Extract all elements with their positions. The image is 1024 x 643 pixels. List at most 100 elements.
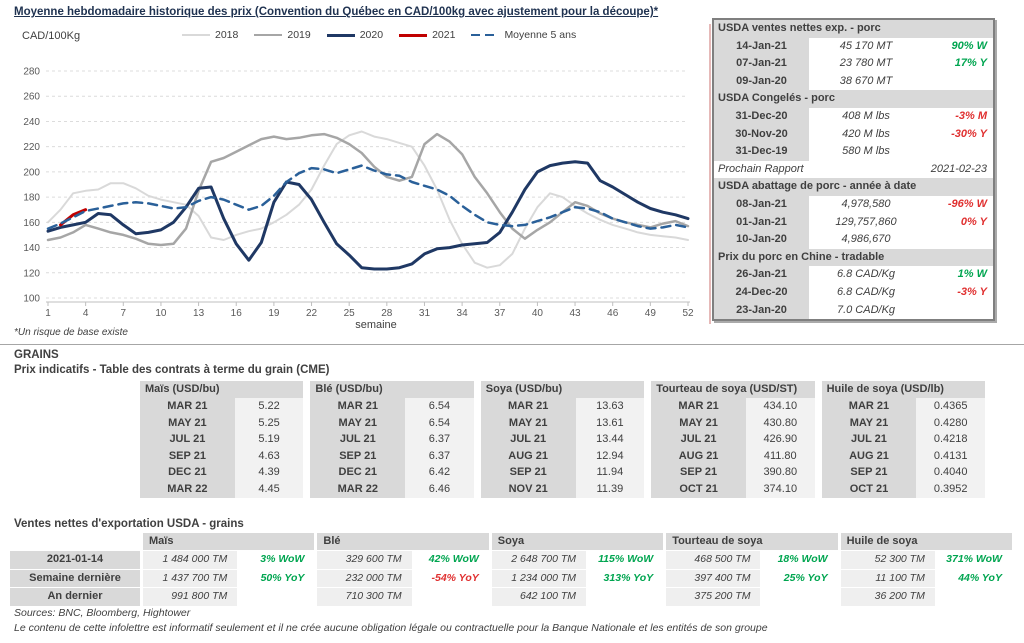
contract-month: SEP 21 <box>651 464 746 481</box>
svg-text:34: 34 <box>457 308 469 319</box>
table-row: AUG 21 12.94 <box>480 447 645 465</box>
contract-price: 5.22 <box>234 398 304 415</box>
contract-price: 13.44 <box>575 431 645 448</box>
contract-month: SEP 21 <box>821 464 917 481</box>
table-row: MAR 21 6.54 <box>310 398 474 415</box>
table-row: 397 400 TM 25% YoY <box>666 569 837 587</box>
row-value: 408 M lbs <box>842 109 890 122</box>
contract-month: DEC 21 <box>140 464 235 481</box>
contract-month: MAR 21 <box>140 398 235 415</box>
svg-text:280: 280 <box>23 67 40 78</box>
futures-group-huile: Huile de soya (USD/lb) MAR 21 0.4365 MAY 21… <box>821 381 985 498</box>
contract-month: MAY 21 <box>480 414 576 432</box>
table-row: SEP 21 6.37 <box>310 447 474 465</box>
exports-commodity-header: Tourteau de soya <box>666 533 838 550</box>
svg-text:25: 25 <box>344 308 356 319</box>
table-row: OCT 21 374.10 <box>651 480 815 498</box>
contract-price: 430.80 <box>745 414 815 432</box>
svg-text:100: 100 <box>23 294 40 305</box>
exports-group-huile: Huile de soya 52 300 TM 371% WoW 11 100 TM 4… <box>840 533 1012 606</box>
contract-price: 12.94 <box>575 447 645 465</box>
contract-month: JUL 21 <box>480 431 576 448</box>
svg-text:16: 16 <box>231 308 243 319</box>
svg-text:28: 28 <box>381 308 393 319</box>
export-volume: 329 600 TM <box>317 551 412 569</box>
table-row: OCT 21 0.3952 <box>821 480 985 498</box>
contract-price: 6.54 <box>405 398 474 415</box>
svg-text:semaine: semaine <box>355 319 397 331</box>
table-row: 468 500 TM 18% WoW <box>666 551 837 569</box>
svg-text:10: 10 <box>155 308 167 319</box>
table-row: 08-Jan-21 4,978,580 -96% W <box>714 195 993 214</box>
contract-price: 434.10 <box>745 398 815 415</box>
table-row: 1 484 000 TM 3% WoW <box>143 551 314 569</box>
contract-price: 11.94 <box>575 464 645 481</box>
table-row: 1 437 700 TM 50% YoY <box>143 569 314 587</box>
table-row: 26-Jan-21 6.8 CAD/Kg 1% W <box>714 266 993 284</box>
table-row: 07-Jan-21 23 780 MT 17% Y <box>714 55 993 73</box>
export-volume: 11 100 TM <box>840 569 935 587</box>
contract-price: 0.4040 <box>916 464 985 481</box>
export-change: 25% YoY <box>783 571 828 584</box>
usda-section-header: USDA abattage de porc - année à date <box>714 178 993 196</box>
contract-month: SEP 21 <box>140 447 235 465</box>
futures-group-blé: Blé (USD/bu) MAR 21 6.54 MAY 21 6.54 JUL 21 6.… <box>310 381 474 498</box>
table-row: 11 100 TM 44% YoY <box>840 569 1012 587</box>
contract-month: JUL 21 <box>821 431 917 448</box>
table-row: 52 300 TM 371% WoW <box>840 551 1012 569</box>
export-change: 371% WoW <box>946 553 1002 565</box>
table-row: MAR 21 434.10 <box>651 398 815 415</box>
row-value: 129,757,860 <box>835 215 897 228</box>
contract-month: JUL 21 <box>651 431 746 448</box>
futures-group-soya: Soya (USD/bu) MAR 21 13.63 MAY 21 13.61 JUL 2… <box>480 381 645 498</box>
table-row: 31-Dec-20 408 M lbs -3% M <box>714 107 993 126</box>
table-row: SEP 21 390.80 <box>651 464 815 481</box>
series-moyenne-5-ans <box>46 164 690 230</box>
exports-commodity-header: Blé <box>317 533 489 550</box>
svg-text:240: 240 <box>23 117 40 128</box>
futures-group-maïs: Maïs (USD/bu) MAR 21 5.22 MAY 21 5.25 JUL 21 5… <box>140 381 304 498</box>
row-change <box>923 143 993 161</box>
export-change: -54% YoY <box>431 571 479 584</box>
export-change: 42% WoW <box>428 553 479 565</box>
legend-item-moyenne-5-ans: Moyenne 5 ans <box>471 29 576 41</box>
section-divider <box>0 344 1024 345</box>
exports-group-tourteau: Tourteau de soya 468 500 TM 18% WoW 397 400… <box>666 533 838 606</box>
exports-commodity-header: Soya <box>491 533 664 550</box>
row-change: -96% W <box>947 197 987 210</box>
contract-price: 13.63 <box>575 398 645 415</box>
row-date: 10-Jan-20 <box>714 231 809 249</box>
grain-exports-table: 2021-01-14 Semaine dernière An dernier Maïs… <box>10 533 1012 606</box>
table-row: SEP 21 4.63 <box>140 447 304 465</box>
row-change: 1% W <box>957 268 987 281</box>
export-volume: 468 500 TM <box>666 551 761 569</box>
futures-table-title: Prix indicatifs - Table des contrats à t… <box>14 364 330 376</box>
row-date: 08-Jan-21 <box>714 195 809 214</box>
svg-text:52: 52 <box>682 308 694 319</box>
contract-price: 0.4131 <box>916 447 985 465</box>
legend-label: 2020 <box>359 29 384 41</box>
table-row: MAY 21 13.61 <box>480 414 645 432</box>
svg-text:120: 120 <box>23 268 40 279</box>
usda-section-header: USDA Congelés - porc <box>714 90 993 108</box>
export-volume: 991 800 TM <box>143 588 238 606</box>
contract-price: 426.90 <box>745 431 815 448</box>
table-row: SEP 21 0.4040 <box>821 464 985 481</box>
svg-text:46: 46 <box>607 308 619 319</box>
legend-line-sample <box>399 33 428 37</box>
contract-month: OCT 21 <box>821 480 917 498</box>
contract-month: MAY 21 <box>140 414 235 432</box>
table-row: 24-Dec-20 6.8 CAD/Kg -3% Y <box>714 283 993 302</box>
export-volume: 397 400 TM <box>666 569 761 587</box>
export-change: 44% YoY <box>958 571 1002 584</box>
legend-label: 2019 <box>287 29 311 41</box>
legend-label: Moyenne 5 ans <box>504 29 577 41</box>
export-change <box>412 588 489 606</box>
chart-footnote: *Un risque de base existe <box>14 327 128 338</box>
contract-price: 6.42 <box>405 464 474 481</box>
contract-price: 0.3952 <box>916 480 985 498</box>
header-spacer <box>10 533 140 550</box>
table-row: JUL 21 5.19 <box>140 431 304 448</box>
legend-line-sample <box>326 33 355 37</box>
svg-text:1: 1 <box>45 308 51 319</box>
